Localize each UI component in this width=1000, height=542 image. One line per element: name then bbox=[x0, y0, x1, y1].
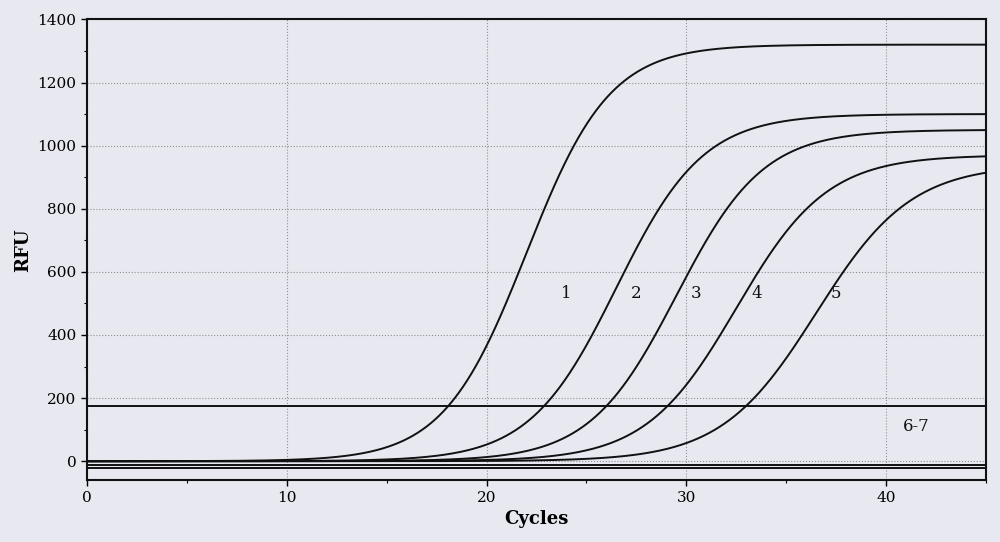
Text: 4: 4 bbox=[751, 286, 762, 302]
Text: 2: 2 bbox=[631, 286, 642, 302]
Text: 6-7: 6-7 bbox=[903, 418, 930, 435]
Text: 3: 3 bbox=[691, 286, 702, 302]
Text: 5: 5 bbox=[831, 286, 841, 302]
Y-axis label: RFU: RFU bbox=[14, 228, 32, 272]
X-axis label: Cycles: Cycles bbox=[504, 510, 569, 528]
Text: 1: 1 bbox=[561, 286, 572, 302]
